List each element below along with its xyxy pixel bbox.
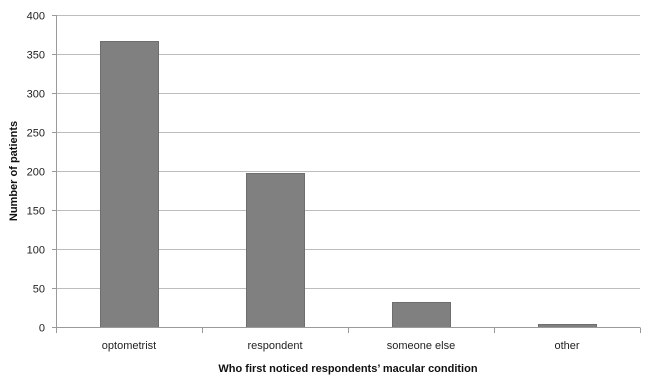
y-tick-label: 300 bbox=[27, 89, 45, 101]
x-tick-label: respondent bbox=[247, 340, 302, 352]
y-tick-label: 50 bbox=[33, 284, 45, 296]
y-tick-label: 250 bbox=[27, 128, 45, 140]
y-tick-label: 350 bbox=[27, 50, 45, 62]
bar-someone-else bbox=[392, 302, 451, 328]
y-tick-label: 400 bbox=[27, 11, 45, 23]
x-tick-label: someone else bbox=[387, 340, 456, 352]
bar-optometrist bbox=[100, 41, 159, 328]
y-tick-label: 150 bbox=[27, 206, 45, 218]
y-tick-labels: 0 50 100 150 200 250 300 350 400 bbox=[27, 11, 45, 335]
axes bbox=[52, 15, 641, 333]
y-tick-label: 100 bbox=[27, 245, 45, 257]
y-tick-label: 200 bbox=[27, 167, 45, 179]
x-axis-title: Who first noticed respondents’ macular c… bbox=[218, 363, 477, 375]
x-tick-label: other bbox=[554, 340, 579, 352]
x-tick-label: optometrist bbox=[102, 340, 156, 352]
bar-respondent bbox=[246, 173, 305, 328]
x-tick-labels: optometrist respondent someone else other bbox=[102, 340, 580, 352]
y-tick-label: 0 bbox=[39, 323, 45, 335]
y-axis-title: Number of patients bbox=[8, 121, 20, 221]
bars bbox=[100, 41, 597, 328]
